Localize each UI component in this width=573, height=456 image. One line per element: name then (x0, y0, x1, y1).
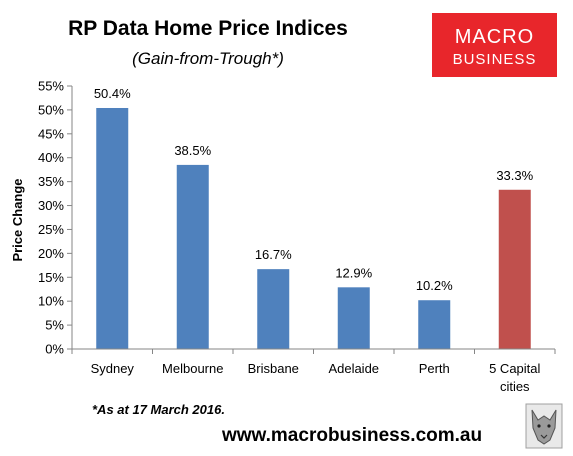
category-label: Melbourne (162, 361, 223, 376)
data-label: 10.2% (416, 278, 453, 293)
bar (498, 189, 531, 349)
website-url: www.macrobusiness.com.au (221, 425, 482, 446)
category-label: Brisbane (248, 361, 299, 376)
bar (257, 269, 290, 349)
macrobusiness-logo: MACRO BUSINESS (432, 13, 557, 77)
footnote: *As at 17 March 2016. (92, 402, 225, 417)
chart-subtitle: (Gain-from-Trough*) (132, 49, 284, 68)
y-tick-label: 35% (38, 174, 64, 189)
y-tick-label: 25% (38, 222, 64, 237)
y-tick-label: 30% (38, 198, 64, 213)
y-tick-label: 50% (38, 102, 64, 117)
data-labels: 50.4% 38.5% 16.7% 12.9% 10.2% 33.3% (94, 86, 534, 293)
category-label: cities (500, 379, 530, 394)
y-tick-label: 45% (38, 126, 64, 141)
category-label: Perth (419, 361, 450, 376)
y-tick-label: 15% (38, 270, 64, 285)
logo-background (432, 13, 557, 77)
wolf-icon (525, 403, 563, 449)
category-label: 5 Capital (489, 361, 540, 376)
y-tick-label: 55% (38, 79, 64, 94)
logo-text-business: BUSINESS (453, 51, 537, 68)
y-tick-label: 0% (45, 342, 64, 357)
bars (96, 107, 531, 349)
chart-title: RP Data Home Price Indices (68, 17, 348, 40)
category-label: Adelaide (328, 361, 379, 376)
axes (71, 86, 556, 354)
data-label: 16.7% (255, 247, 292, 262)
data-label: 12.9% (335, 265, 372, 280)
y-axis-label: Price Change (10, 178, 25, 261)
bar (418, 300, 451, 349)
category-label: Sydney (91, 361, 135, 376)
data-label: 50.4% (94, 86, 131, 101)
y-axis-ticks: 0% 5% 10% 15% 20% 25% 30% 35% 40% 45% 50% 55% (38, 79, 72, 357)
y-tick-label: 5% (45, 318, 64, 333)
data-label: 33.3% (496, 168, 533, 183)
y-tick-label: 10% (38, 294, 64, 309)
y-tick-label: 40% (38, 150, 64, 165)
bar (176, 164, 209, 349)
bar (96, 107, 129, 349)
y-tick-label: 20% (38, 246, 64, 261)
category-labels: Sydney Melbourne Brisbane Adelaide Perth 5 Ca… (91, 361, 541, 394)
data-label: 38.5% (174, 143, 211, 158)
logo-text-macro: MACRO (455, 26, 534, 48)
bar (337, 287, 370, 349)
